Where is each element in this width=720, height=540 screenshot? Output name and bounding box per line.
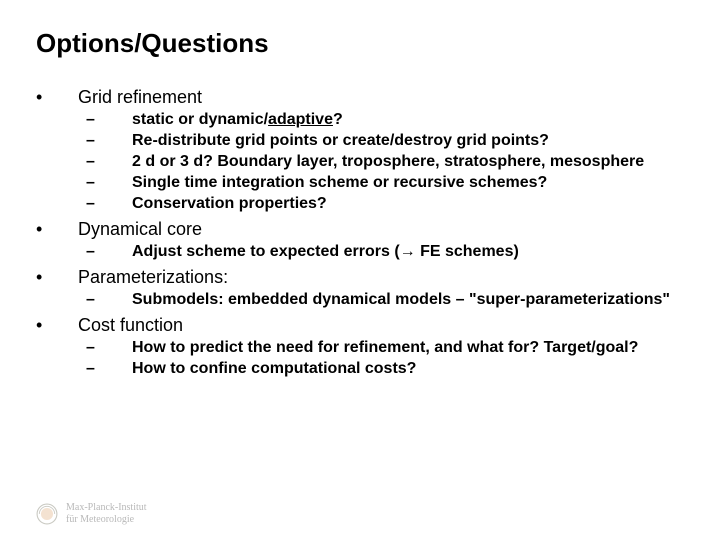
list-item: – Single time integration scheme or recu… [86,174,684,192]
list-item: – How to predict the need for refinement… [86,339,684,357]
section-label: Cost function [78,315,183,336]
list-item-text: How to predict the need for refinement, … [132,339,638,357]
page-title: Options/Questions [36,28,684,59]
list-item: – Re-distribute grid points or create/de… [86,132,684,150]
list-item-text: Re-distribute grid points or create/dest… [132,132,549,150]
list-item: – Adjust scheme to expected errors (→ FE… [86,243,684,261]
dash-icon: – [86,111,132,129]
bullet-icon: • [36,219,78,240]
list-item: – 2 d or 3 d? Boundary layer, tropospher… [86,153,684,171]
dash-icon: – [86,360,132,378]
section-label: Parameterizations: [78,267,228,288]
list-item-text: 2 d or 3 d? Boundary layer, troposphere,… [132,153,644,171]
underlined-word: adaptive [268,111,333,128]
section-grid-refinement: • Grid refinement [36,87,684,108]
list-item-text: Adjust scheme to expected errors (→ FE s… [132,243,519,261]
bullet-icon: • [36,267,78,288]
list-item: – static or dynamic/adaptive? [86,111,684,129]
footer-line1: Max-Planck-Institut [66,502,147,514]
list-item-text: Conservation properties? [132,195,327,213]
list-item-text: static or dynamic/adaptive? [132,111,343,129]
institute-logo-icon [36,503,58,525]
section-dynamical-core: • Dynamical core [36,219,684,240]
dash-icon: – [86,174,132,192]
dash-icon: – [86,243,132,261]
dash-icon: – [86,132,132,150]
list-item-text: Single time integration scheme or recurs… [132,174,547,192]
footer: Max-Planck-Institut für Meteorologie [36,502,147,526]
bullet-icon: • [36,315,78,336]
slide: Options/Questions • Grid refinement – st… [0,0,720,540]
arrow-icon: → [400,243,416,260]
footer-line2: für Meteorologie [66,514,147,526]
dash-icon: – [86,291,132,309]
list-item-text: How to confine computational costs? [132,360,416,378]
list-item: – Conservation properties? [86,195,684,213]
list-item: – How to confine computational costs? [86,360,684,378]
bullet-icon: • [36,87,78,108]
section-cost-function: • Cost function [36,315,684,336]
dash-icon: – [86,153,132,171]
list-item-text: Submodels: embedded dynamical models – "… [132,291,670,309]
footer-text: Max-Planck-Institut für Meteorologie [66,502,147,526]
dash-icon: – [86,195,132,213]
section-parameterizations: • Parameterizations: [36,267,684,288]
section-label: Dynamical core [78,219,202,240]
section-label: Grid refinement [78,87,202,108]
dash-icon: – [86,339,132,357]
list-item: – Submodels: embedded dynamical models –… [86,291,684,309]
